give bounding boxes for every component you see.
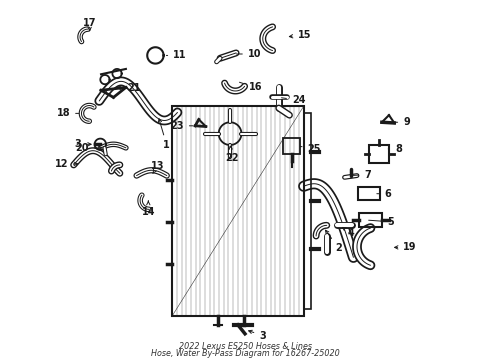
Text: 9: 9 [393,117,410,127]
Text: 7: 7 [353,170,371,180]
Text: 8: 8 [388,144,402,154]
Bar [369,145,389,163]
Text: 18: 18 [56,108,79,118]
Text: 3: 3 [248,330,266,341]
Text: 23: 23 [171,121,193,131]
Bar [359,213,382,227]
Text: 24: 24 [282,95,305,105]
Text: 15: 15 [290,30,311,40]
Text: 13: 13 [151,161,165,174]
Text: 12: 12 [54,159,77,169]
Text: 4: 4 [343,228,355,238]
Text: 5: 5 [368,217,394,227]
Text: 2: 2 [325,230,343,253]
Text: Hose, Water By-Pass Diagram for 16267-25020: Hose, Water By-Pass Diagram for 16267-25… [150,349,340,358]
Text: 11: 11 [167,50,187,60]
Text: 1: 1 [158,119,170,150]
Text: 2022 Lexus ES250 Hoses & Lines: 2022 Lexus ES250 Hoses & Lines [178,342,312,351]
Text: 19: 19 [394,242,416,252]
Bar [304,113,312,309]
Text: 6: 6 [377,189,392,199]
Text: 3: 3 [74,139,91,149]
Bar [283,138,300,154]
Text: 22: 22 [225,146,239,163]
Text: 16: 16 [240,82,262,93]
Text: 17: 17 [83,18,97,31]
Text: 20: 20 [75,143,102,153]
Bar [358,187,380,201]
Text: 21: 21 [117,84,141,94]
Text: 14: 14 [142,201,155,217]
Text: 25: 25 [300,144,321,154]
Bar [172,106,304,316]
Text: 10: 10 [236,49,261,59]
